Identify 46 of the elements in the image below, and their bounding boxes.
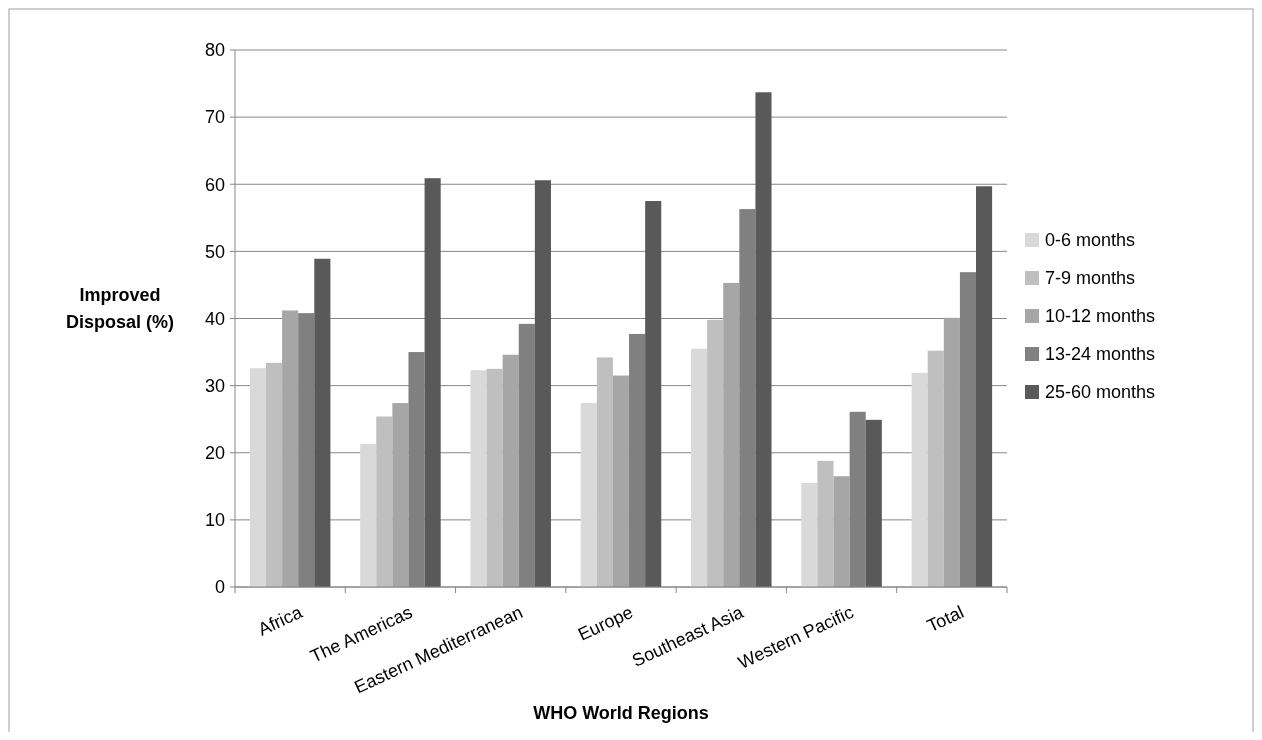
bar <box>596 357 613 587</box>
y-axis-title: Improved Disposal (%) <box>65 284 175 332</box>
bar <box>470 370 487 587</box>
bar <box>645 201 662 587</box>
legend-label: 10-12 months <box>1045 306 1156 327</box>
bar <box>486 368 503 587</box>
bar <box>580 403 597 587</box>
y-tick-label: 40 <box>204 308 225 329</box>
bar <box>612 375 630 587</box>
bar <box>911 372 928 587</box>
bar <box>534 180 551 587</box>
bar <box>927 350 944 587</box>
y-tick-label: 10 <box>204 510 225 531</box>
bar <box>723 282 740 587</box>
bar <box>755 92 772 587</box>
bar <box>502 354 519 587</box>
y-tick-label: 20 <box>204 443 225 464</box>
legend-label: 7-9 months <box>1045 268 1136 289</box>
bar <box>424 178 441 587</box>
y-tick-label: 80 <box>204 40 225 61</box>
x-axis-title: WHO World Regions <box>533 703 709 723</box>
bar <box>817 460 834 587</box>
bar <box>801 482 818 587</box>
y-tick-label: 60 <box>204 174 225 195</box>
bar <box>976 186 993 587</box>
y-tick-label: 0 <box>214 577 225 598</box>
bar <box>282 310 299 587</box>
bar <box>249 368 266 587</box>
bar <box>865 419 882 587</box>
y-tick-label: 50 <box>204 241 225 262</box>
legend-label: 25-60 months <box>1045 382 1156 403</box>
bar <box>833 476 850 587</box>
bar <box>265 362 283 587</box>
bar <box>392 403 409 587</box>
x-tick-label: Total <box>923 601 967 637</box>
bar <box>376 416 393 587</box>
y-tick-label: 70 <box>204 107 225 128</box>
y-tick-label: 30 <box>204 375 225 396</box>
bar <box>314 258 331 587</box>
bar <box>360 444 377 587</box>
x-tick-label: Africa <box>255 601 307 640</box>
legend-label: 13-24 months <box>1045 344 1156 365</box>
bar <box>691 348 708 587</box>
bar <box>707 319 724 587</box>
legend-label: 0-6 months <box>1045 230 1136 251</box>
bar <box>943 317 960 587</box>
